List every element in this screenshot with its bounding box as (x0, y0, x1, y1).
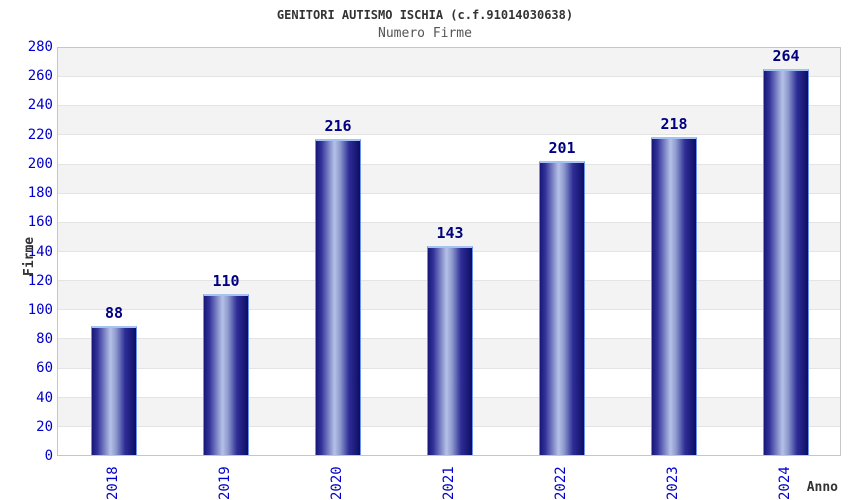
x-tick-label: 2023 (665, 466, 681, 500)
bar (763, 69, 809, 455)
y-tick-label: 260 (27, 68, 53, 85)
bar (203, 294, 249, 455)
grid-band (58, 106, 840, 136)
grid-band (58, 77, 840, 107)
bar-value-label: 143 (436, 224, 464, 242)
x-axis-title: Anno (806, 480, 838, 495)
y-tick-label: 160 (27, 214, 53, 231)
plot-area: 88 110 216 143 201 218 264 (57, 47, 841, 456)
bar (315, 139, 361, 455)
y-tick-label: 80 (36, 331, 53, 348)
y-tick-label: 60 (36, 360, 53, 377)
grid-band (58, 164, 840, 194)
grid-band (58, 48, 840, 78)
grid-band (58, 193, 840, 223)
y-tick-label: 180 (27, 185, 53, 202)
bar-value-label: 110 (212, 272, 240, 290)
y-axis-title: Firme (22, 236, 37, 276)
bar-value-label: 216 (324, 117, 352, 135)
y-tick-label: 0 (44, 448, 53, 464)
bars-layer: 88 110 216 143 201 218 264 (58, 48, 840, 455)
y-tick-label: 100 (27, 301, 53, 318)
y-tick-label: 20 (36, 418, 53, 435)
x-tick-label: 2019 (217, 466, 233, 500)
bar-value-label: 201 (548, 139, 576, 157)
bar (91, 326, 137, 455)
y-tick-label: 280 (27, 39, 53, 55)
bar-value-label: 264 (772, 47, 800, 65)
x-axis-ticks: 2018 2019 2020 2021 2022 2023 2024 (57, 460, 841, 500)
bar-value-label: 88 (104, 304, 124, 322)
bar (651, 137, 697, 455)
chart-title: GENITORI AUTISMO ISCHIA (c.f.91014030638… (276, 8, 574, 22)
y-tick-label: 240 (27, 97, 53, 114)
bar-value-label: 218 (660, 115, 688, 133)
x-tick-label: 2021 (441, 466, 457, 500)
y-tick-label: 140 (27, 243, 53, 260)
chart-subtitle: Numero Firme (378, 26, 472, 41)
y-tick-label: 120 (27, 272, 53, 289)
y-tick-label: 40 (36, 389, 53, 406)
y-tick-label: 220 (27, 126, 53, 143)
x-tick-label: 2018 (105, 466, 121, 500)
x-tick-label: 2020 (329, 466, 345, 500)
x-tick-label: 2022 (553, 466, 569, 500)
x-tick-label: 2024 (777, 466, 793, 500)
y-tick-label: 200 (27, 155, 53, 172)
bar (539, 161, 585, 455)
grid-band (58, 135, 840, 165)
bar (427, 246, 473, 455)
